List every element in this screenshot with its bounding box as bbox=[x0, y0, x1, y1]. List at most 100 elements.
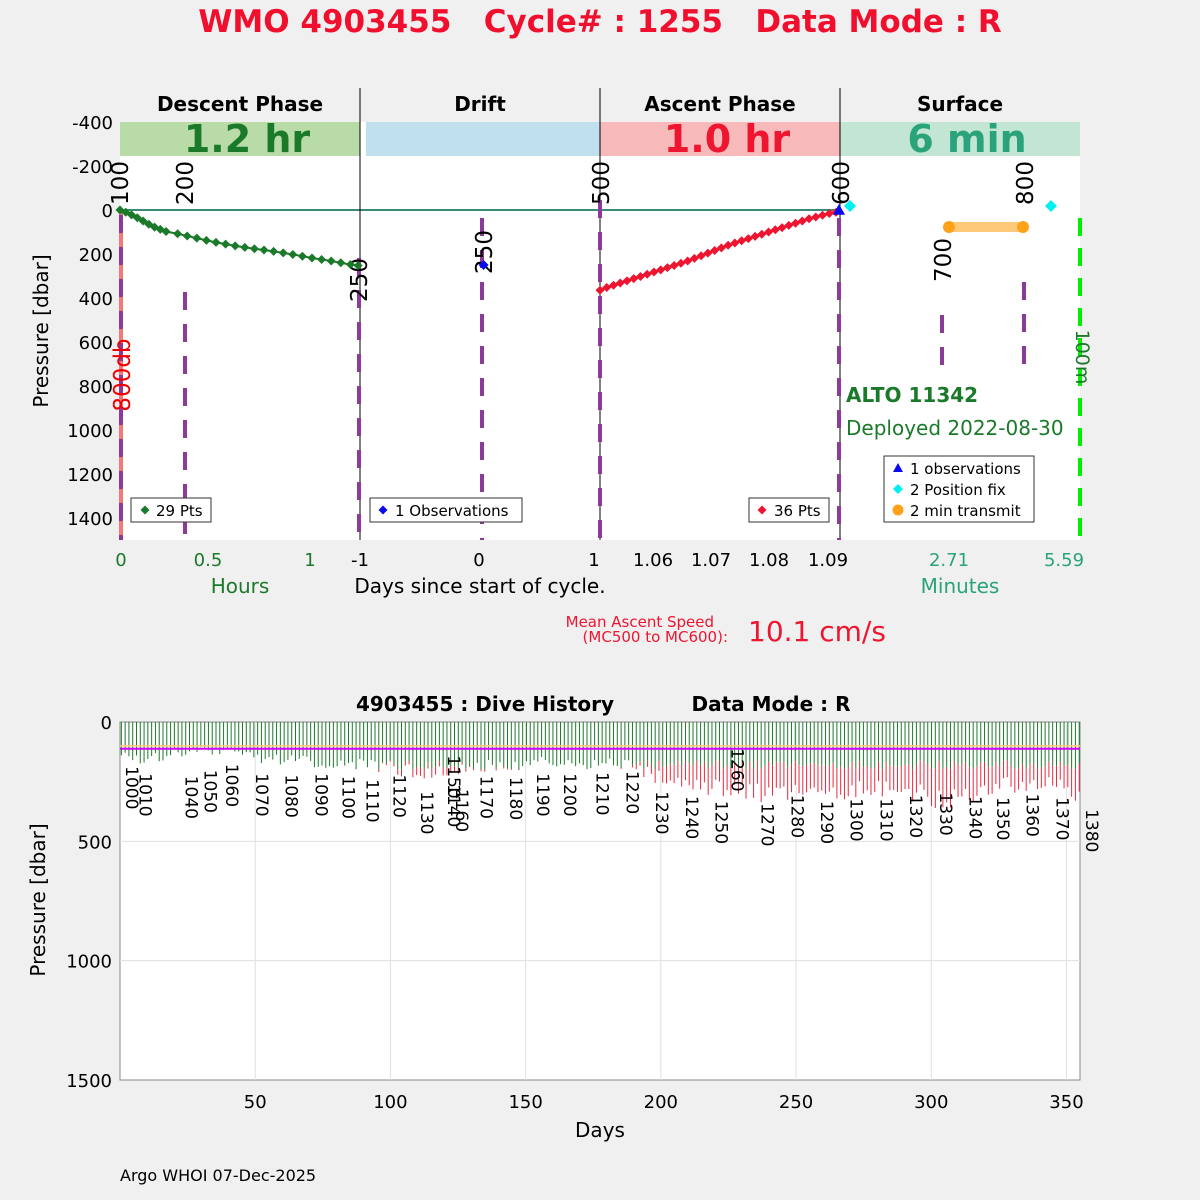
mc-label: 100m bbox=[1071, 330, 1093, 385]
mc-label: 600 bbox=[829, 161, 855, 205]
legend-marker bbox=[892, 504, 904, 516]
ascent-data-point bbox=[635, 271, 645, 281]
x-tick-label: 0 bbox=[115, 550, 126, 571]
phase-duration: 1.2 hr bbox=[184, 117, 311, 161]
ascent-data-point bbox=[642, 269, 652, 279]
phase-header-band bbox=[366, 122, 600, 156]
x-tick-label: 300 bbox=[914, 1092, 948, 1113]
ascent-data-point bbox=[777, 223, 787, 233]
ascent-data-point bbox=[730, 238, 740, 248]
ascent-data-point bbox=[764, 227, 774, 237]
ascent-data-point bbox=[804, 214, 814, 224]
descent-data-point bbox=[201, 235, 211, 245]
legend-label: 1 observations bbox=[910, 460, 1021, 478]
y-tick-label: 400 bbox=[79, 289, 113, 310]
transmit-point bbox=[943, 221, 955, 233]
footer-credit: Argo WHOI 07-Dec-2025 bbox=[120, 1166, 317, 1185]
cycle-label: 1100 bbox=[337, 776, 357, 819]
cycle-label: 1180 bbox=[505, 777, 525, 820]
legend-marker bbox=[757, 505, 767, 515]
descent-data-point bbox=[326, 256, 336, 266]
y-tick-label: 200 bbox=[79, 245, 113, 266]
cycle-label: 1260 bbox=[727, 748, 747, 791]
legend-marker bbox=[378, 505, 388, 515]
cycle-label: 1120 bbox=[389, 775, 409, 818]
descent-data-point bbox=[182, 231, 192, 241]
ascent-data-point bbox=[770, 225, 780, 235]
x-axis-label: Days bbox=[575, 1118, 625, 1142]
cycle-label: 1080 bbox=[281, 775, 301, 818]
y-tick-label: 1000 bbox=[67, 421, 113, 442]
phase-title: Surface bbox=[917, 92, 1003, 116]
cycle-label: 1380 bbox=[1081, 809, 1101, 852]
ascent-data-point bbox=[602, 282, 612, 292]
ascent-data-point bbox=[750, 231, 760, 241]
y-tick-label: -200 bbox=[72, 157, 113, 178]
ascent-data-point bbox=[662, 263, 672, 273]
history-mode-title: Data Mode : R bbox=[692, 692, 851, 716]
legend-label: 36 Pts bbox=[774, 502, 821, 520]
legend-box bbox=[883, 455, 1035, 523]
legend-marker bbox=[893, 463, 903, 472]
descent-data-point bbox=[192, 233, 202, 243]
park-depth-label: 800db bbox=[110, 338, 136, 411]
ascent-data-point bbox=[737, 236, 747, 246]
cycle-label: 1240 bbox=[681, 796, 701, 839]
ascent-data-point bbox=[757, 229, 767, 239]
ascent-data-point bbox=[669, 260, 679, 270]
descent-data-point bbox=[132, 213, 142, 223]
x-tick-label: 2.71 bbox=[929, 550, 969, 571]
cycle-label: 1310 bbox=[875, 798, 895, 841]
x-tick-label: 200 bbox=[644, 1092, 678, 1113]
x-tick-label: 1.08 bbox=[749, 550, 789, 571]
mc-label: 100 bbox=[108, 161, 134, 205]
cycle-label: 1170 bbox=[475, 776, 495, 819]
cycle-label: 1270 bbox=[756, 803, 776, 846]
x-tick-label: 50 bbox=[244, 1092, 267, 1113]
y-tick-label: 1400 bbox=[67, 509, 113, 530]
descent-data-point bbox=[317, 255, 327, 264]
drift-observation-point bbox=[478, 260, 489, 270]
deployment-date-label: Deployed 2022-08-30 bbox=[846, 416, 1064, 440]
float-model-label: ALTO 11342 bbox=[846, 383, 978, 407]
ascent-data-point bbox=[696, 251, 706, 261]
position-fix-point bbox=[1045, 200, 1057, 212]
cycle-label: 1160 bbox=[451, 789, 471, 832]
ascent-data-point bbox=[818, 210, 828, 220]
cycle-label: 1210 bbox=[592, 772, 612, 815]
page-title: WMO 4903455 Cycle# : 1255 Data Mode : R bbox=[198, 4, 1002, 40]
descent-data-point bbox=[240, 242, 250, 252]
descent-data-point bbox=[297, 251, 307, 261]
phase-header-band bbox=[120, 122, 360, 156]
x-tick-label: 1 bbox=[304, 550, 315, 571]
ascent-data-point bbox=[710, 245, 720, 255]
descent-data-point bbox=[173, 229, 183, 239]
ascent-data-point bbox=[656, 265, 666, 275]
legend-marker bbox=[893, 484, 903, 494]
cycle-label: 1050 bbox=[199, 770, 219, 813]
x-tick-label: 0 bbox=[473, 550, 484, 571]
ascent-data-point bbox=[615, 278, 625, 288]
descent-data-point bbox=[211, 237, 221, 247]
surface-observation-point bbox=[833, 204, 845, 215]
cycle-label: 1280 bbox=[786, 795, 806, 838]
y-tick-label: 0 bbox=[101, 713, 112, 734]
y-tick-label: 1500 bbox=[66, 1071, 112, 1092]
y-tick-label: 600 bbox=[79, 333, 113, 354]
cycle-label: 1070 bbox=[251, 773, 271, 816]
cycle-label: 1290 bbox=[816, 801, 836, 844]
ascent-data-point bbox=[649, 267, 659, 277]
descent-data-point bbox=[161, 227, 171, 237]
ascent-data-point bbox=[743, 234, 753, 244]
phase-title: Ascent Phase bbox=[644, 92, 795, 116]
cycle-label: 1220 bbox=[621, 771, 641, 814]
phase-duration: 6 min bbox=[907, 117, 1026, 161]
x-tick-label: 5.59 bbox=[1044, 550, 1084, 571]
descent-data-point bbox=[269, 246, 279, 256]
y-tick-label: 800 bbox=[79, 377, 113, 398]
ascent-data-point bbox=[716, 243, 726, 253]
descent-data-point bbox=[336, 258, 346, 268]
y-tick-label: 1200 bbox=[67, 465, 113, 486]
cycle-label: 1150 bbox=[443, 755, 463, 798]
mc-label: 800 bbox=[1013, 161, 1039, 205]
